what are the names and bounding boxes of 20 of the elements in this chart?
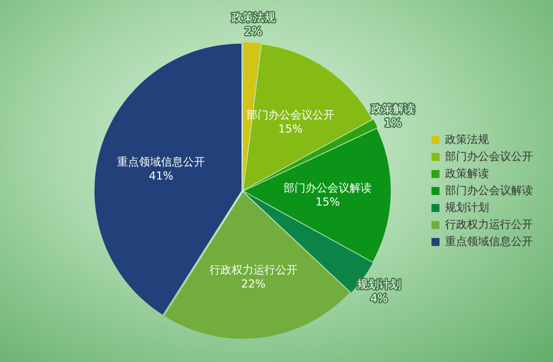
legend-label: 部门办公会议公开 — [445, 150, 533, 163]
data-label: 2% — [244, 24, 262, 38]
legend-label: 部门办公会议解读 — [445, 184, 533, 197]
slice-label: 重点领域信息公开 — [117, 155, 206, 168]
slice-label: 政策法规 — [231, 10, 276, 24]
slice-label: 政策解读 — [370, 102, 415, 116]
slice-label: 规划计划 — [357, 278, 402, 292]
data-label: 22% — [241, 277, 266, 290]
slice-label: 行政权力运行公开 — [209, 263, 298, 276]
legend-label: 规划计划 — [445, 200, 489, 214]
slice-label: 部门办公会议解读 — [284, 182, 372, 195]
data-label: 41% — [148, 169, 174, 182]
legend-label: 政策解读 — [445, 166, 489, 180]
legend-label: 重点领域信息公开 — [445, 234, 533, 248]
data-label: 15% — [315, 196, 340, 209]
data-label: 1% — [384, 116, 402, 130]
data-label: 15% — [278, 122, 303, 136]
legend-label: 政策法规 — [445, 132, 489, 146]
data-label: 4% — [370, 292, 388, 306]
legend-label: 行政权力运行公开 — [445, 218, 533, 231]
